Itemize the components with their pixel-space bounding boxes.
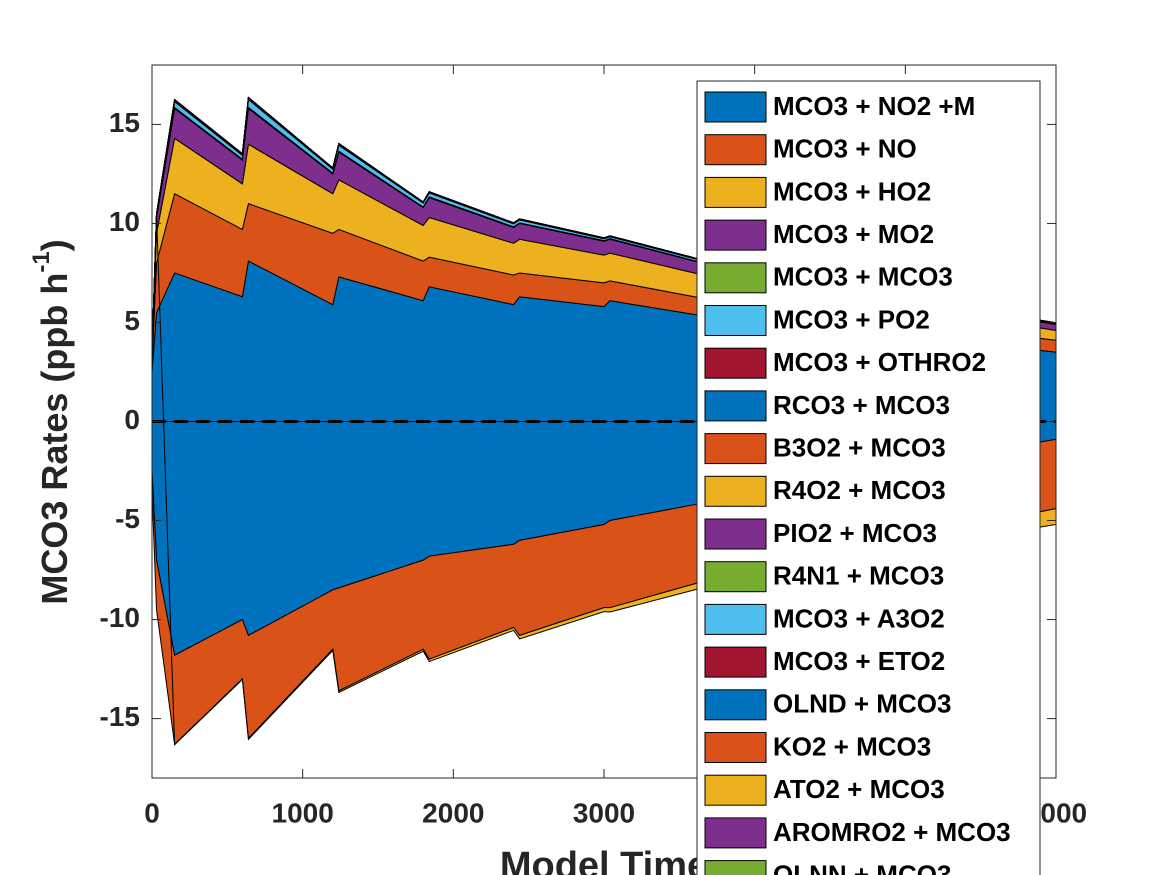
- y-tick-label: 0: [124, 404, 140, 435]
- legend-swatch: [704, 475, 767, 507]
- y-axis-label-end: ): [34, 239, 75, 251]
- x-tick-label: 2000: [422, 797, 484, 828]
- legend-swatch: [704, 176, 767, 208]
- y-tick-label: -15: [100, 701, 140, 732]
- legend-swatch: [704, 561, 767, 593]
- legend-swatch: [704, 433, 767, 465]
- legend-swatch: [704, 262, 767, 294]
- legend: MCO3 + NO2 +M MCO3 + NO MCO3 + HO2 MCO3 + M…: [696, 80, 1041, 875]
- y-tick-label: -5: [115, 503, 140, 534]
- legend-label: OLND + MCO3: [773, 689, 951, 719]
- legend-swatch: [704, 518, 767, 550]
- legend-label: MCO3 + MCO3: [773, 262, 953, 292]
- y-axis-label-sup: -1: [28, 251, 55, 272]
- y-tick-label: 15: [109, 107, 140, 138]
- legend-swatch: [704, 305, 767, 336]
- legend-swatch: [704, 689, 767, 721]
- legend-swatch: [704, 732, 767, 763]
- legend-label: R4O2 + MCO3: [773, 475, 946, 505]
- x-axis-label: Model Time: [500, 845, 708, 875]
- x-tick-label: 1000: [272, 797, 334, 828]
- legend-swatch: [704, 603, 767, 635]
- legend-label: AROMRO2 + MCO3: [773, 817, 1011, 847]
- legend-swatch: [704, 390, 767, 422]
- legend-label: MCO3 + MO2: [773, 219, 934, 249]
- legend-label: MCO3 + A3O2: [773, 603, 945, 633]
- legend-label: B3O2 + MCO3: [773, 432, 946, 462]
- legend-swatch: [704, 860, 767, 875]
- legend-swatch: [704, 91, 767, 123]
- legend-swatch: [704, 646, 767, 678]
- legend-label: OLNN + MCO3: [773, 859, 951, 875]
- y-tick-label: 5: [124, 305, 140, 336]
- y-axis-label-text: MCO3 Rates (ppb h: [34, 273, 75, 605]
- legend-swatch: [704, 817, 767, 849]
- legend-swatch: [704, 774, 767, 806]
- legend-label: MCO3 + OTHRO2: [773, 347, 986, 377]
- legend-label: MCO3 + NO: [773, 134, 917, 164]
- legend-swatch: [704, 134, 767, 166]
- legend-label: RCO3 + MCO3: [773, 390, 950, 420]
- y-axis-label: MCO3 Rates (ppb h-1): [28, 239, 74, 604]
- legend-swatch: [704, 219, 767, 251]
- legend-label: MCO3 + HO2: [773, 176, 931, 206]
- x-tick-label: 3000: [573, 797, 635, 828]
- legend-label: MCO3 + NO2 +M: [773, 91, 975, 121]
- legend-label: KO2 + MCO3: [773, 731, 931, 761]
- legend-label: R4N1 + MCO3: [773, 561, 944, 591]
- y-tick-label: -10: [100, 602, 140, 633]
- y-tick-label: 10: [109, 206, 140, 237]
- legend-label: MCO3 + PO2: [773, 304, 930, 334]
- x-tick-label: 0: [144, 797, 160, 828]
- legend-label: MCO3 + ETO2: [773, 646, 945, 676]
- legend-swatch: [704, 347, 767, 379]
- legend-label: ATO2 + MCO3: [773, 774, 945, 804]
- legend-label: PIO2 + MCO3: [773, 518, 937, 548]
